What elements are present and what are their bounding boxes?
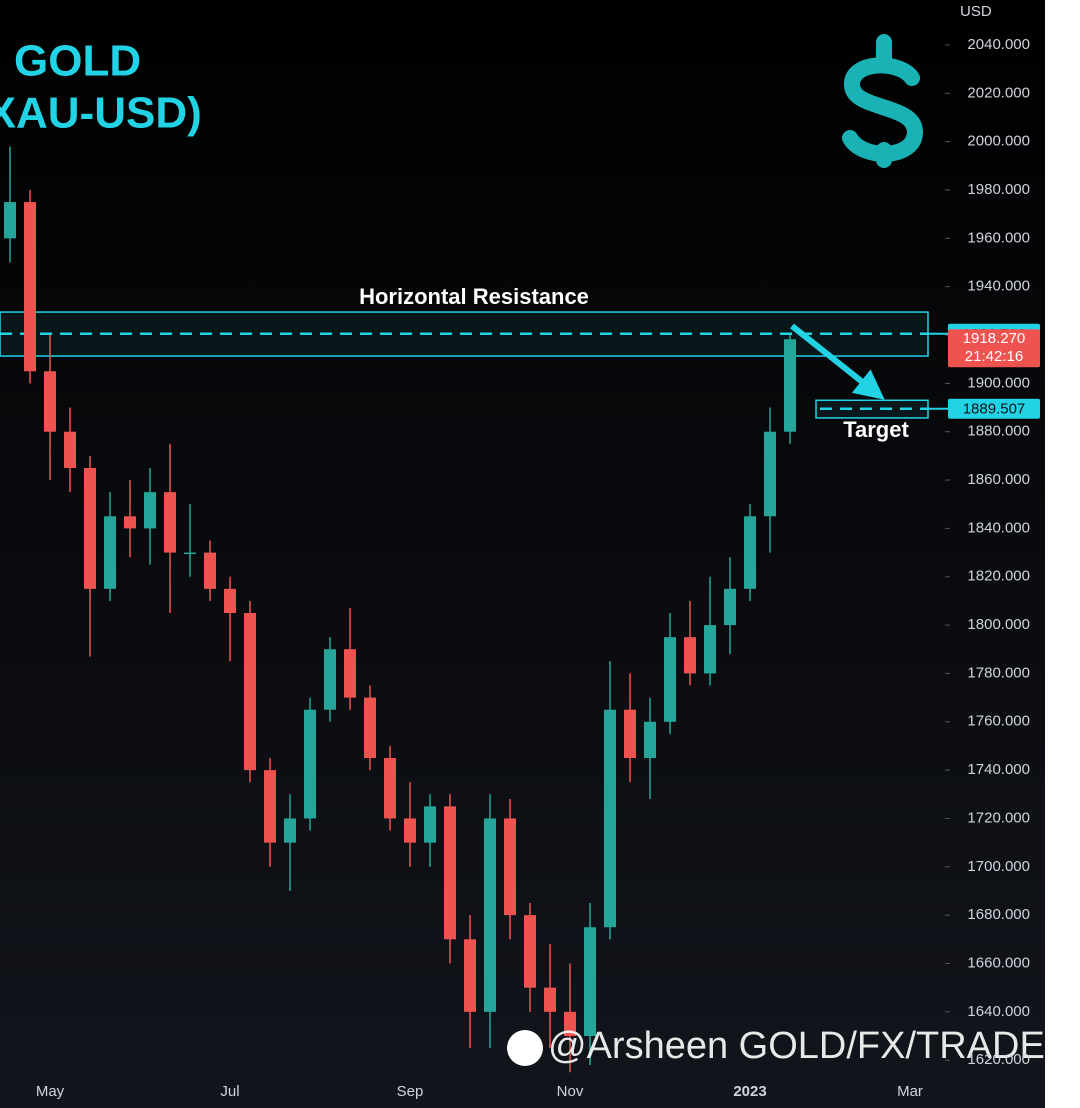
candle-body bbox=[144, 492, 156, 529]
candle-body bbox=[84, 467, 96, 589]
y-tick-label: 1960.000 bbox=[967, 229, 1030, 246]
dollar-icon bbox=[842, 34, 924, 168]
candle-body bbox=[184, 552, 196, 555]
y-tick-label: 1800.000 bbox=[967, 616, 1030, 633]
y-tick-label: 2040.000 bbox=[967, 36, 1030, 53]
candle-body bbox=[544, 987, 556, 1012]
target-price: 1889.507 bbox=[963, 401, 1026, 418]
candle-body bbox=[764, 431, 776, 517]
y-tick-label: 1720.000 bbox=[967, 809, 1030, 826]
candle-body bbox=[724, 588, 736, 626]
candle-body bbox=[424, 806, 436, 843]
candle-body bbox=[404, 818, 416, 843]
candle-body bbox=[384, 758, 396, 819]
candle-body bbox=[684, 637, 696, 674]
title-line: (XAU-USD) bbox=[0, 89, 202, 138]
y-tick-label: 1900.000 bbox=[967, 374, 1030, 391]
candle-body bbox=[104, 516, 116, 589]
candle-body bbox=[4, 202, 16, 239]
target-price-bg bbox=[948, 398, 1040, 419]
arrow bbox=[790, 323, 885, 400]
x-tick-label: Nov bbox=[557, 1083, 584, 1100]
candle-body bbox=[364, 697, 376, 759]
x-tick-label: 2023 bbox=[733, 1083, 766, 1100]
y-tick-label: 1860.000 bbox=[967, 471, 1030, 488]
candle-body bbox=[584, 927, 596, 1037]
last-price: 1918.270 bbox=[963, 330, 1026, 347]
y-tick-label: 1880.000 bbox=[967, 423, 1030, 440]
resistance-label: Horizontal Resistance bbox=[359, 284, 589, 309]
candle-body bbox=[224, 588, 236, 613]
candle-body bbox=[24, 202, 36, 372]
candle-body bbox=[604, 709, 616, 928]
candle-body bbox=[64, 431, 76, 468]
y-tick-label: 1740.000 bbox=[967, 761, 1030, 778]
background bbox=[0, 0, 1045, 1108]
y-tick-label: 1660.000 bbox=[967, 954, 1030, 971]
candle-body bbox=[264, 770, 276, 843]
candle-body bbox=[444, 806, 456, 940]
target-label: Target bbox=[843, 417, 909, 442]
candle-body bbox=[44, 371, 56, 432]
candle-body bbox=[284, 818, 296, 843]
watermark-icon bbox=[507, 1030, 543, 1066]
y-tick-label: 1700.000 bbox=[967, 858, 1030, 875]
candle-body bbox=[484, 818, 496, 1012]
countdown: 21:42:16 bbox=[965, 348, 1023, 365]
candle-body bbox=[624, 709, 636, 759]
y-tick-label: 1980.000 bbox=[967, 181, 1030, 198]
title-line: GOLD bbox=[14, 37, 141, 86]
candle-body bbox=[524, 915, 536, 988]
x-tick-label: Sep bbox=[397, 1083, 424, 1100]
y-tick-label: 1940.000 bbox=[967, 278, 1030, 295]
candle-body bbox=[704, 625, 716, 674]
y-tick-label: 1780.000 bbox=[967, 664, 1030, 681]
candle-body bbox=[164, 492, 176, 553]
candle-body bbox=[344, 649, 356, 698]
candle-body bbox=[564, 1011, 576, 1037]
candle-body bbox=[464, 939, 476, 1012]
candle-body bbox=[304, 709, 316, 819]
y-tick-label: 1820.000 bbox=[967, 568, 1030, 585]
y-tick-label: 1840.000 bbox=[967, 519, 1030, 536]
plot-area bbox=[0, 146, 929, 1073]
x-tick-label: May bbox=[36, 1083, 65, 1100]
y-tick-label: 1640.000 bbox=[967, 1003, 1030, 1020]
y-tick-label: 2000.000 bbox=[967, 133, 1030, 150]
y-tick-label: 1620.000 bbox=[967, 1051, 1030, 1068]
y-tick-label: 2020.000 bbox=[967, 84, 1030, 101]
x-tick-label: Mar bbox=[897, 1083, 923, 1100]
candle-body bbox=[244, 612, 256, 771]
candle-body bbox=[204, 552, 216, 589]
candle-body bbox=[324, 649, 336, 710]
x-tick-label: Jul bbox=[220, 1083, 239, 1100]
candle-body bbox=[644, 721, 656, 759]
candle-body bbox=[744, 516, 756, 589]
y-tick-label: 1680.000 bbox=[967, 906, 1030, 923]
y-tick-label: 1760.000 bbox=[967, 713, 1030, 730]
candle-body bbox=[784, 339, 796, 432]
candle-body bbox=[504, 818, 516, 916]
axis-unit: USD bbox=[960, 3, 992, 20]
watermark: @Arsheen GOLD/FX/TRADER bbox=[548, 1025, 1072, 1067]
margin bbox=[1045, 0, 1080, 1108]
candle-body bbox=[124, 516, 136, 529]
candle-body bbox=[664, 637, 676, 722]
last-price-bg bbox=[948, 329, 1040, 368]
